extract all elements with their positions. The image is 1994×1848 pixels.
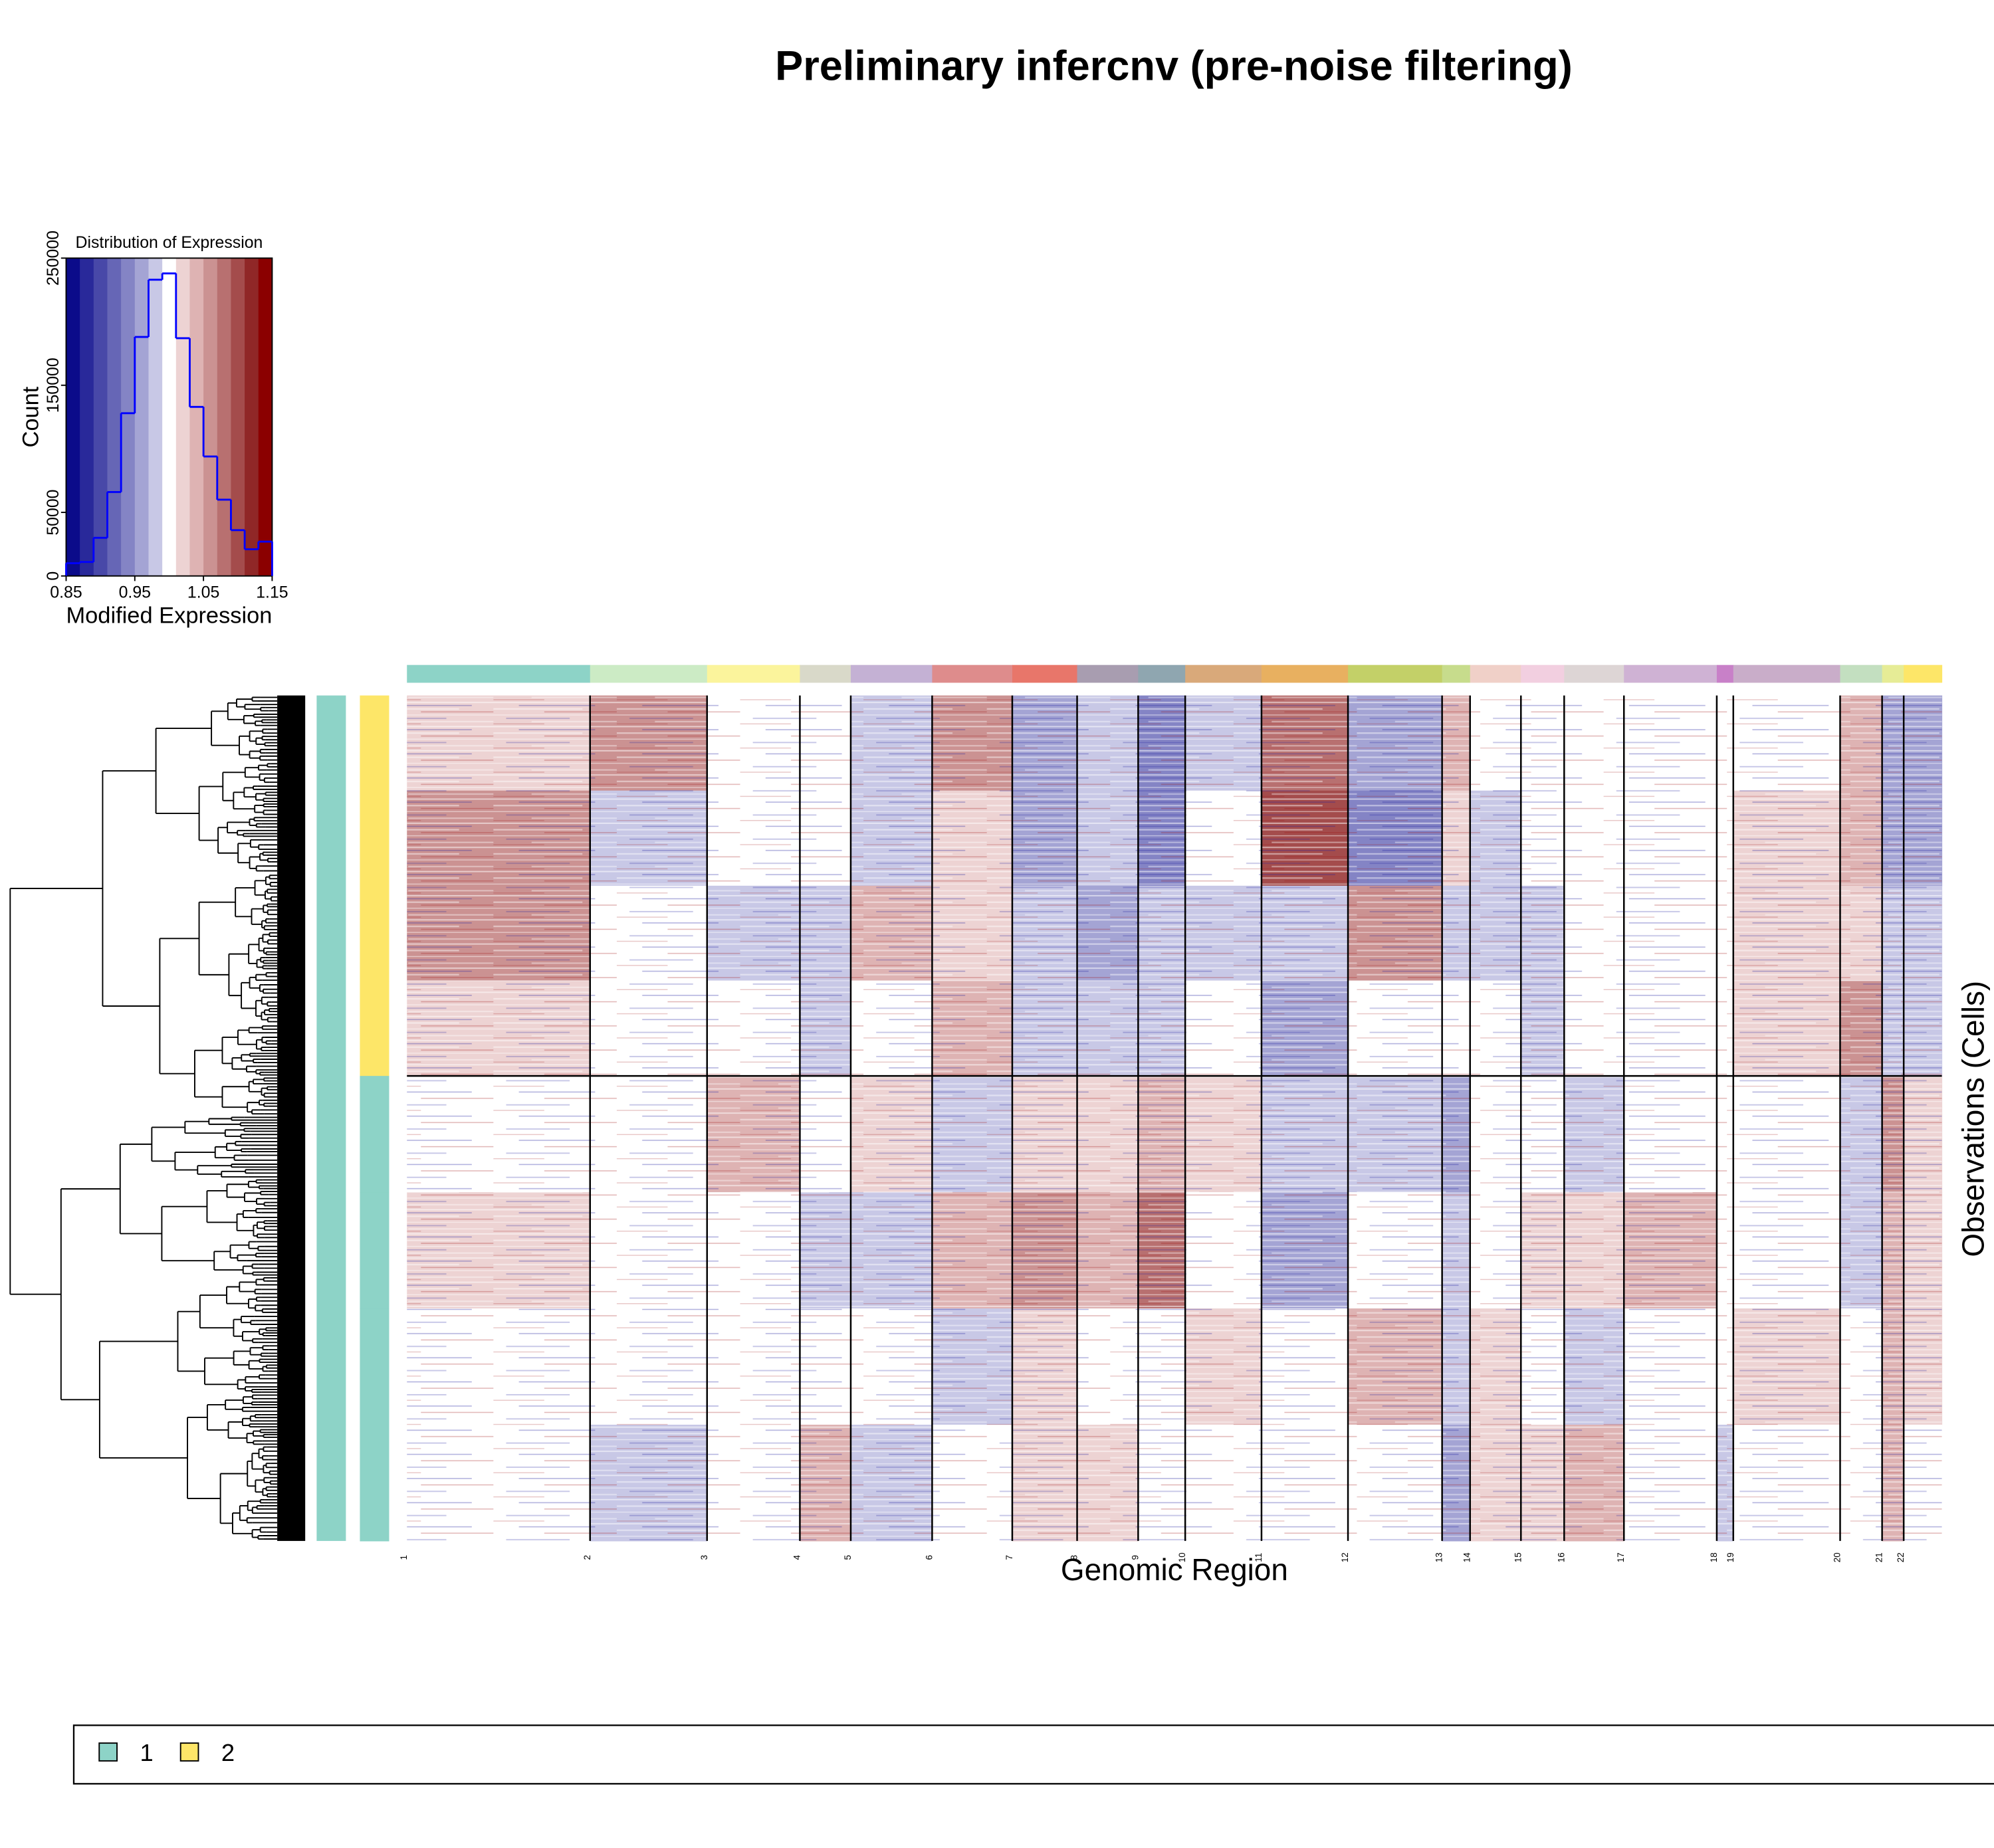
- chromosome-bar: [1138, 665, 1186, 683]
- x-tick-label: 5: [843, 1555, 853, 1560]
- chromosome-bar: [590, 665, 708, 683]
- color-band: [93, 258, 108, 576]
- color-band: [107, 258, 122, 576]
- chart-title: Preliminary infercnv (pre-noise filterin…: [775, 43, 1573, 90]
- legend-label: 2: [221, 1739, 235, 1766]
- x-tick-label: 19: [1725, 1552, 1735, 1562]
- y-axis-label: Count: [18, 386, 43, 447]
- x-tick-label: 1.05: [187, 583, 219, 601]
- color-band: [189, 258, 204, 576]
- chromosome-bar: [1261, 665, 1349, 683]
- color-band: [134, 258, 150, 576]
- x-tick-label: 0.85: [50, 583, 82, 601]
- chromosome-bar: [1348, 665, 1443, 683]
- x-tick-label: 14: [1462, 1552, 1472, 1562]
- plot-frame: [65, 257, 273, 577]
- x-axis-label: Modified Expression: [66, 603, 272, 629]
- x-tick-label: 17: [1616, 1552, 1626, 1562]
- dendrogram-leaves: [277, 695, 306, 1541]
- x-tick-label: 12: [1340, 1552, 1350, 1562]
- chromosome-bar: [1882, 665, 1904, 683]
- chromosome-bar: [1904, 665, 1943, 683]
- x-tick-label: 11: [1254, 1553, 1264, 1562]
- color-band: [66, 258, 80, 576]
- group-annotation: [360, 1308, 389, 1425]
- x-tick-label: 10: [1177, 1552, 1187, 1562]
- y-axis-label: Observations (Cells): [1956, 981, 1991, 1257]
- legend-box: [72, 1724, 1994, 1785]
- histogram-title: Distribution of Expression: [76, 233, 263, 252]
- group-annotation: [360, 1076, 389, 1193]
- color-band: [245, 258, 259, 576]
- x-tick-label: 1.15: [256, 583, 288, 601]
- chromosome-bar: [1185, 665, 1262, 683]
- legend-label: 1: [140, 1739, 153, 1766]
- x-tick-label: 2: [582, 1555, 592, 1560]
- chromosome-bar: [1564, 665, 1624, 683]
- chromosome-bar: [407, 665, 591, 683]
- x-tick-label: 18: [1709, 1552, 1719, 1562]
- dendrogram: [9, 695, 306, 1541]
- color-band: [231, 258, 245, 576]
- y-tick-label: 0: [44, 571, 62, 581]
- chromosome-bar: [1521, 665, 1565, 683]
- heatmap: 1 2 3 4 5 6 7 8 9 10 11 12 13 14 15 16 17 18 19 20 21 22Genom…: [316, 665, 1991, 1587]
- group-annotation: [360, 885, 389, 981]
- color-band: [80, 258, 94, 576]
- color-band: [258, 258, 273, 576]
- chromosome-bar: [850, 665, 933, 683]
- chromosome-bar: [1624, 665, 1717, 683]
- y-tick-label: 150000: [44, 358, 62, 413]
- x-tick-label: 16: [1556, 1552, 1566, 1562]
- color-band: [121, 258, 136, 576]
- chromosome-bar: [707, 665, 801, 683]
- group-annotation: [360, 695, 389, 791]
- x-tick-label: 15: [1513, 1552, 1523, 1562]
- histogram: 0.85 0.95 1.05 1.15 0 50000 150000 250000 Distri…: [18, 231, 288, 629]
- x-tick-label: 20: [1832, 1552, 1842, 1562]
- chromosome-bar: [1077, 665, 1139, 683]
- chromosome-bar: [1012, 665, 1078, 683]
- color-band: [217, 258, 232, 576]
- legend-swatch: [179, 1742, 199, 1762]
- x-tick-label: 13: [1434, 1552, 1444, 1562]
- heatmap-texture: [407, 695, 1942, 1541]
- group-annotation: [360, 1192, 389, 1309]
- x-tick-label: 1: [399, 1555, 409, 1560]
- chromosome-bar: [1442, 665, 1471, 683]
- x-tick-label: 9: [1130, 1555, 1140, 1560]
- x-tick-label: 6: [924, 1555, 934, 1560]
- group-annotation: [360, 790, 389, 886]
- chromosome-bar: [1733, 665, 1841, 683]
- x-tick-label: 7: [1004, 1555, 1014, 1560]
- x-tick-label: 0.95: [119, 583, 151, 601]
- chromosome-bar: [1470, 665, 1521, 683]
- x-tick-label: 8: [1069, 1555, 1079, 1560]
- group-annotation: [360, 980, 389, 1077]
- y-tick-label: 250000: [44, 231, 62, 286]
- sample-annotation: [316, 695, 346, 1541]
- chromosome-bar: [1716, 665, 1734, 683]
- legend-swatch: [98, 1742, 118, 1762]
- y-tick-label: 50000: [44, 490, 62, 536]
- chromosome-bar: [1840, 665, 1883, 683]
- color-band: [203, 258, 218, 576]
- chromosome-bar: [800, 665, 851, 683]
- color-band: [175, 258, 191, 576]
- x-tick-label: 4: [792, 1555, 802, 1560]
- color-band: [162, 258, 177, 576]
- group-annotation: [360, 1424, 389, 1542]
- x-tick-label: 3: [699, 1555, 709, 1560]
- color-band: [148, 258, 163, 576]
- x-tick-label: 21: [1874, 1552, 1884, 1562]
- x-axis-label: Genomic Region: [1061, 1552, 1288, 1587]
- chromosome-bar: [932, 665, 1013, 683]
- x-tick-label: 22: [1896, 1552, 1906, 1562]
